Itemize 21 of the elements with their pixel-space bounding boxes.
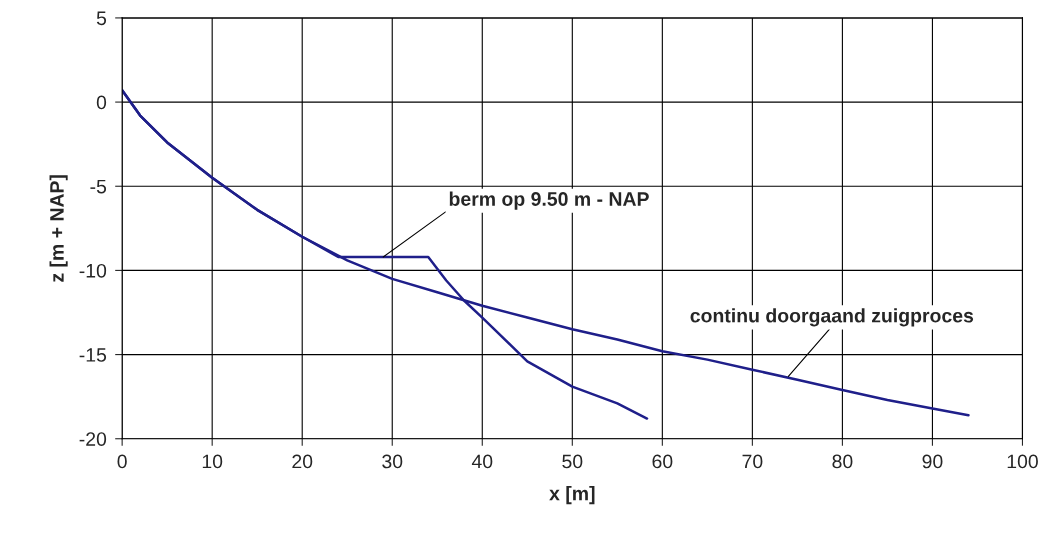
y-tick-label: 5 <box>96 11 107 26</box>
x-tick-label: 70 <box>742 454 763 469</box>
x-tick-label: 60 <box>652 454 673 469</box>
y-tick-label: -20 <box>79 432 107 446</box>
y-tick-label: -15 <box>79 348 107 362</box>
x-tick-label: 0 <box>117 454 127 469</box>
y-tick-label: -5 <box>90 179 107 194</box>
x-tick-label: 80 <box>832 454 853 469</box>
x-tick-label: 100 <box>1007 454 1038 469</box>
annotation: berm op 9.50 m - NAP <box>449 191 649 210</box>
y-axis-title: z [m + NAP] <box>49 175 68 282</box>
x-axis-title: x [m] <box>549 486 595 505</box>
x-tick-label: 10 <box>202 454 223 469</box>
y-tick-label: -10 <box>79 263 107 278</box>
x-tick-label: 90 <box>922 454 943 469</box>
x-tick-label: 30 <box>382 454 403 469</box>
annotation: continu doorgaand zuigproces <box>690 308 974 327</box>
x-tick-label: 40 <box>471 454 493 469</box>
y-tick-label: 0 <box>96 95 107 110</box>
x-tick-label: 50 <box>562 454 583 469</box>
x-tick-label: 20 <box>292 454 313 469</box>
